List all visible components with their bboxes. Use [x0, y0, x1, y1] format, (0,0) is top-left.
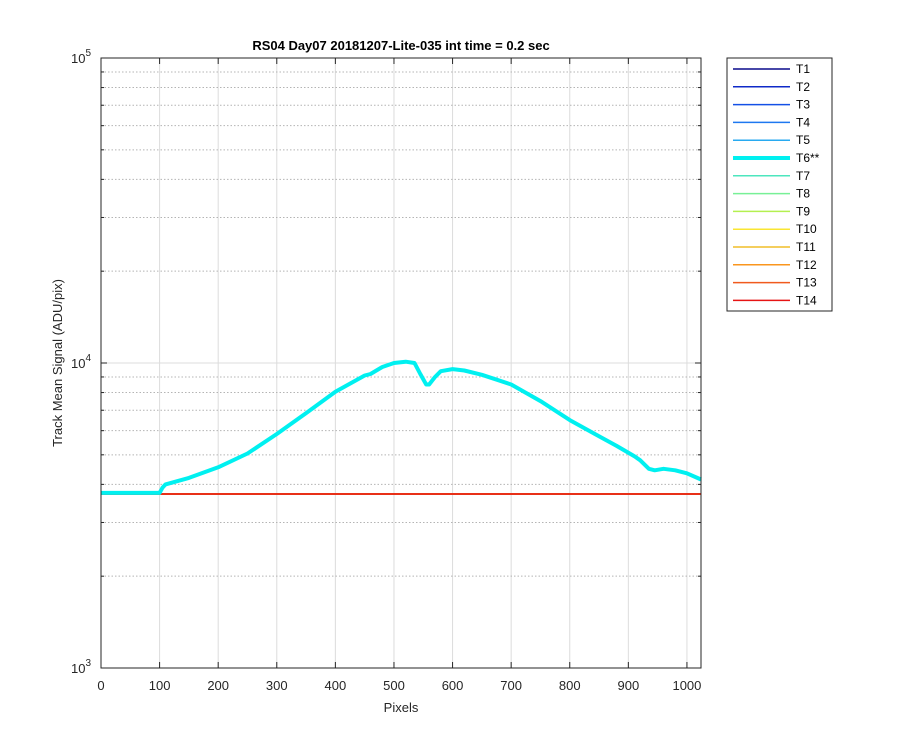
x-tick-label: 900: [617, 678, 639, 693]
chart-title: RS04 Day07 20181207-Lite-035 int time = …: [252, 38, 549, 53]
legend-label: T4: [796, 115, 810, 129]
legend-label: T1: [796, 62, 810, 76]
series-lines: [101, 359, 702, 495]
legend-label: T3: [796, 98, 810, 112]
x-tick-label: 100: [149, 678, 171, 693]
legend-label: T7: [796, 169, 810, 183]
x-tick-label: 400: [325, 678, 347, 693]
legend: T1 T2 T3 T4 T5 T6** T7 T8 T9 T10 T11 T12 T13 T14: [726, 57, 833, 312]
series-line-T6: [101, 359, 702, 495]
legend-box: [726, 57, 833, 312]
legend-label: T8: [796, 187, 810, 201]
x-axis: 0 100 200 300 400 500 600 700 800 900 1000: [97, 58, 701, 693]
legend-label: T10: [796, 222, 817, 236]
legend-label: T13: [796, 276, 817, 290]
x-tick-label: 200: [207, 678, 229, 693]
x-tick-label: 800: [559, 678, 581, 693]
x-axis-label: Pixels: [384, 700, 419, 715]
legend-label: T6**: [796, 151, 820, 165]
legend-label: T5: [796, 133, 810, 147]
legend-label: T14: [796, 293, 817, 307]
x-tick-label: 600: [442, 678, 464, 693]
x-tick-label: 0: [97, 678, 104, 693]
legend-label: T12: [796, 258, 817, 272]
legend-label: T11: [796, 240, 816, 254]
y-axis-label: Track Mean Signal (ADU/pix): [50, 279, 65, 447]
legend-label: T2: [796, 80, 810, 94]
x-tick-label: 700: [500, 678, 522, 693]
legend-label: T9: [796, 204, 810, 218]
x-tick-label: 300: [266, 678, 288, 693]
x-tick-label: 500: [383, 678, 405, 693]
x-tick-label: 1000: [672, 678, 701, 693]
